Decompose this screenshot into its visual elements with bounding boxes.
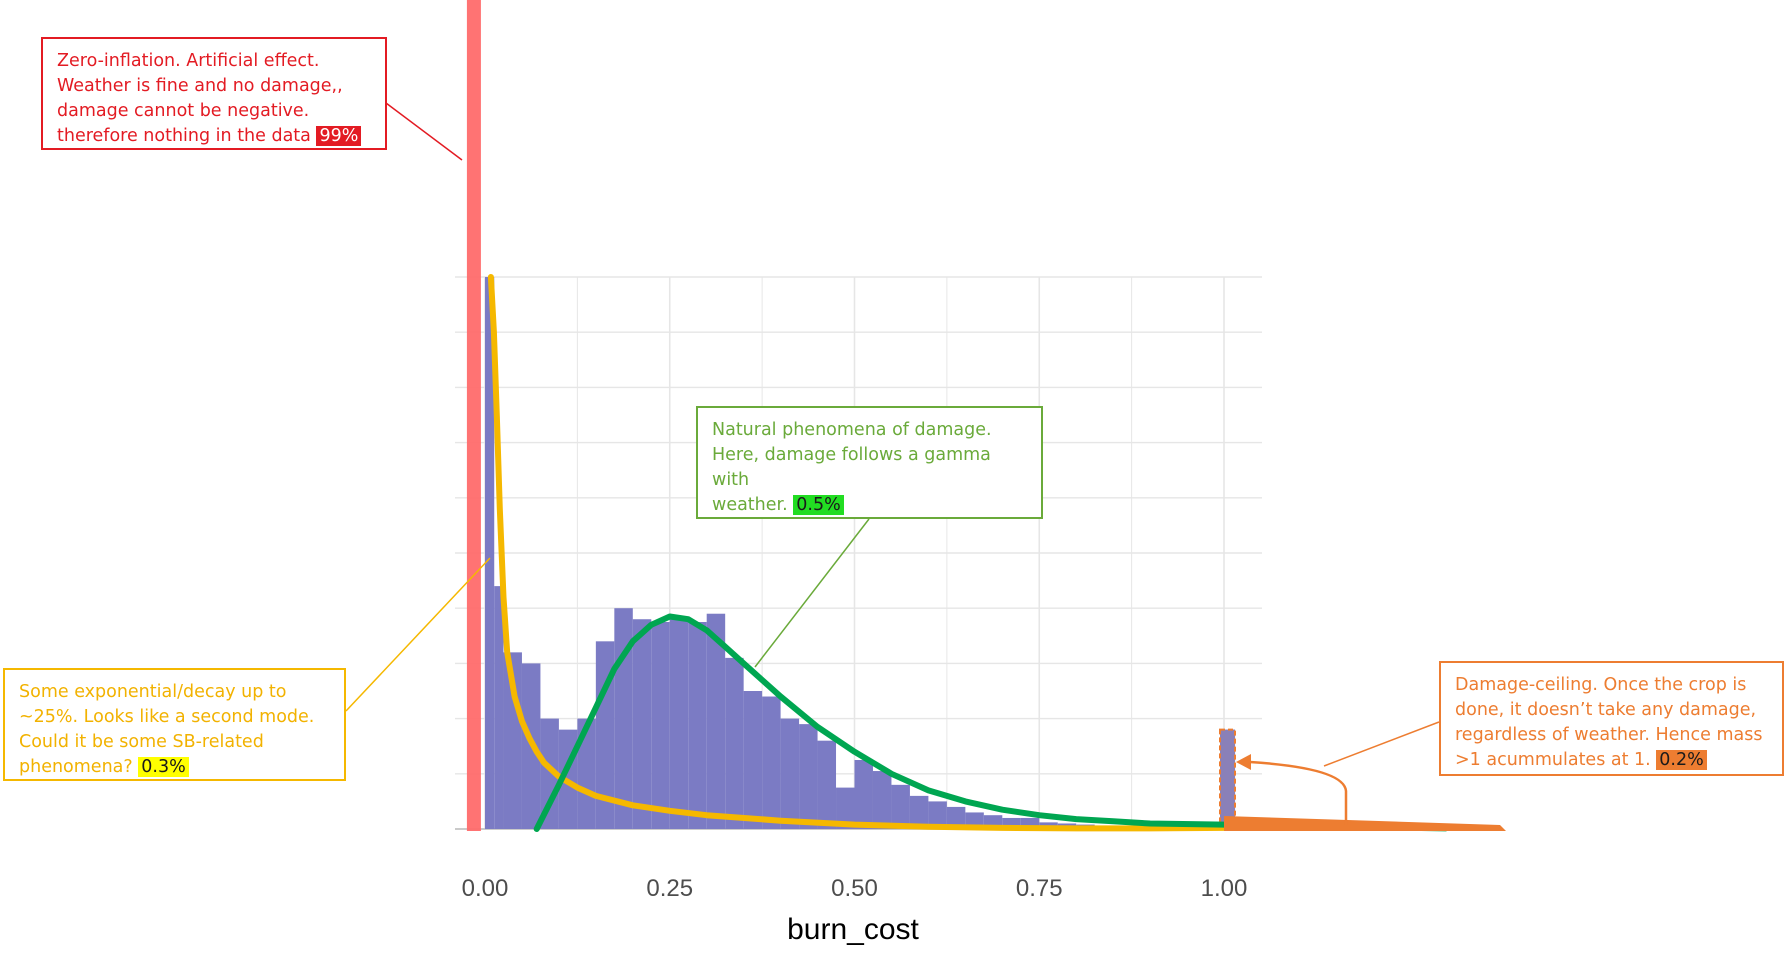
gamma-callout-leader bbox=[754, 518, 870, 668]
histogram-bar bbox=[909, 795, 929, 829]
x-tick-label: 0.25 bbox=[646, 875, 693, 902]
x-tick-label: 0.75 bbox=[1016, 875, 1063, 902]
histogram-bar bbox=[595, 641, 615, 829]
decay-density-curve bbox=[487, 274, 1227, 832]
callout-text: therefore nothing in the data bbox=[57, 126, 317, 146]
histogram-bar bbox=[891, 784, 910, 829]
x-axis-ticks: 0.00 0.25 0.50 0.75 1.00 bbox=[462, 875, 1248, 902]
histogram-bar bbox=[762, 696, 781, 829]
callout-line: Zero-inflation. Artificial effect. bbox=[57, 51, 320, 71]
density-curves bbox=[487, 274, 1506, 832]
histogram-bar bbox=[872, 771, 892, 829]
ceiling-arrow-head bbox=[1236, 754, 1251, 770]
histogram-bars bbox=[466, 0, 1236, 831]
zero-mass-bar bbox=[466, 0, 481, 831]
ceiling-bar bbox=[1219, 728, 1236, 831]
callout-line: regardless of weather. Hence mass bbox=[1455, 725, 1763, 745]
exponential-decay-callout: Some exponential/decay up to ~25%. Looks… bbox=[3, 668, 346, 781]
callout-line: Could it be some SB-related bbox=[19, 732, 264, 752]
decay-callout-leader bbox=[345, 557, 491, 712]
gamma-phenomena-callout: Natural phenomena of damage. Here, damag… bbox=[696, 406, 1043, 519]
percent-badge: 0.5% bbox=[793, 495, 844, 515]
histogram-bar bbox=[799, 724, 818, 829]
callout-line: weather. 0.5% bbox=[712, 493, 1027, 518]
callout-leader-lines bbox=[345, 102, 1440, 825]
histogram-bar bbox=[836, 787, 855, 829]
histogram-bar bbox=[632, 619, 652, 829]
gamma-density-curve bbox=[533, 613, 1449, 832]
histogram-bar bbox=[485, 277, 495, 829]
callout-text: >1 acummulates at 1. bbox=[1455, 750, 1657, 770]
histogram-bar bbox=[928, 801, 947, 829]
percent-badge: 99% bbox=[316, 126, 362, 146]
ceiling-arrow-shaft bbox=[1249, 760, 1348, 825]
callout-line: therefore nothing in the data 99% bbox=[57, 124, 371, 149]
histogram-bar bbox=[854, 760, 873, 829]
x-tick-label: 1.00 bbox=[1201, 875, 1248, 902]
ceiling-mass-tail bbox=[1224, 816, 1506, 831]
histogram-bar bbox=[743, 691, 763, 829]
histogram-bar bbox=[1002, 817, 1021, 829]
histogram-bar bbox=[577, 718, 596, 829]
zero-inflation-callout: Zero-inflation. Artificial effect. Weath… bbox=[41, 37, 387, 150]
callout-text: phenomena? bbox=[19, 757, 139, 777]
callout-line: Weather is fine and no damage,, bbox=[57, 76, 343, 96]
histogram-bar bbox=[669, 619, 689, 829]
histogram-bar bbox=[780, 718, 800, 829]
x-tick-label: 0.50 bbox=[831, 875, 878, 902]
zero-callout-leader bbox=[385, 102, 463, 161]
histogram-bar bbox=[946, 806, 966, 829]
callout-line: Natural phenomena of damage. bbox=[712, 420, 992, 440]
histogram-bar bbox=[688, 622, 707, 829]
histogram-bar bbox=[1020, 817, 1040, 829]
callout-line: Here, damage follows a gamma with bbox=[712, 445, 991, 490]
x-tick-label: 0.00 bbox=[462, 875, 509, 902]
damage-ceiling-callout: Damage-ceiling. Once the crop is done, i… bbox=[1439, 661, 1784, 776]
callout-line: done, it doesn’t take any damage, bbox=[1455, 700, 1757, 720]
callout-line: Some exponential/decay up to bbox=[19, 682, 287, 702]
histogram-bar bbox=[817, 740, 837, 829]
histogram-bar bbox=[540, 718, 559, 829]
callout-text: weather. bbox=[712, 495, 794, 515]
percent-badge: 0.3% bbox=[138, 757, 189, 777]
callout-line: ~25%. Looks like a second mode. bbox=[19, 707, 315, 727]
callout-line: phenomena? 0.3% bbox=[19, 755, 330, 780]
callout-line: damage cannot be negative. bbox=[57, 101, 310, 121]
callout-line: >1 acummulates at 1. 0.2% bbox=[1455, 748, 1768, 773]
histogram-bar bbox=[494, 586, 504, 829]
callout-line: Damage-ceiling. Once the crop is bbox=[1455, 675, 1747, 695]
histogram-bar bbox=[725, 657, 744, 829]
x-axis-title: burn_cost bbox=[787, 913, 919, 946]
histogram-bar bbox=[651, 622, 670, 829]
percent-badge: 0.2% bbox=[1656, 750, 1707, 770]
ceiling-callout-leader bbox=[1323, 721, 1440, 767]
histogram-bar bbox=[706, 613, 726, 829]
